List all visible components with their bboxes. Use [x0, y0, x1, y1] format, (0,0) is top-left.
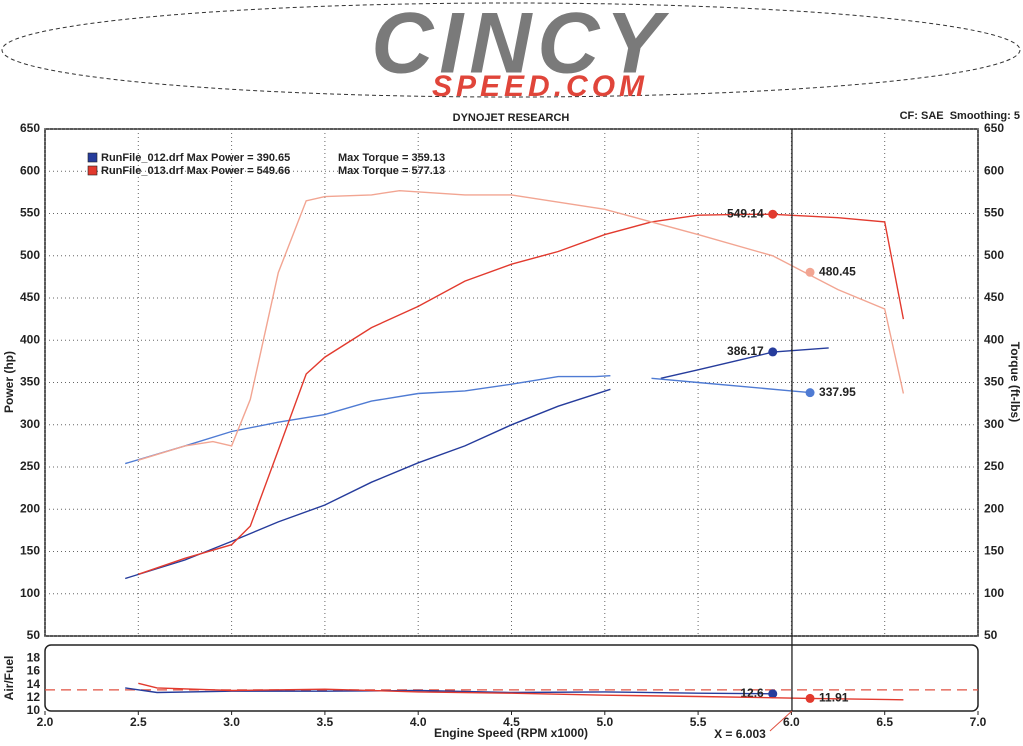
y-tick-label: 450	[20, 290, 40, 304]
series-line	[125, 687, 773, 695]
cursor-marker	[768, 209, 778, 219]
x-tick-label: 5.0	[596, 715, 613, 729]
series-line	[138, 682, 904, 701]
series-line	[138, 189, 905, 461]
y-tick-label: 600	[20, 163, 40, 177]
x-tick-label: 2.0	[37, 715, 54, 729]
y2-tick-label: 200	[984, 501, 1004, 515]
y-tick-label: 12	[27, 690, 41, 704]
legend-entry: Max Torque = 359.13	[338, 152, 445, 164]
y2-tick-label: 600	[984, 163, 1004, 177]
y-tick-label: 100	[20, 586, 40, 600]
y2-tick-label: 50	[984, 628, 998, 642]
y-tick-label: 16	[27, 664, 41, 678]
legend-entry: RunFile_012.drf Max Power = 390.65	[101, 152, 290, 164]
x-tick-label: 3.5	[317, 715, 334, 729]
cursor-value-label: 386.17	[727, 344, 764, 358]
legend-entry: Max Torque = 577.13	[338, 165, 445, 177]
y-tick-label: 350	[20, 375, 40, 389]
y-tick-label: 18	[27, 650, 41, 664]
y2-tick-label: 300	[984, 417, 1004, 431]
cursor-value-label: 480.45	[819, 264, 856, 278]
cursor-value-label: 549.14	[727, 206, 764, 220]
y-tick-label: 250	[20, 459, 40, 473]
x-tick-label: 7.0	[970, 715, 987, 729]
y-tick-label: 500	[20, 248, 40, 262]
cursor-label: X = 6.003	[714, 727, 766, 741]
y2-tick-label: 550	[984, 206, 1004, 220]
y-tick-label: 200	[20, 501, 40, 515]
x-axis-label: Engine Speed (RPM x1000)	[434, 726, 588, 740]
series-line	[138, 213, 905, 575]
y2-tick-label: 150	[984, 544, 1004, 558]
y2-tick-label: 400	[984, 332, 1004, 346]
cursor-value-label: 337.95	[819, 385, 856, 399]
cursor-marker	[805, 388, 815, 398]
y-tick-label: 550	[20, 206, 40, 220]
y2-tick-label: 650	[984, 121, 1004, 135]
x-tick-label: 2.5	[130, 715, 147, 729]
y-tick-label: 10	[27, 703, 41, 717]
y-axis-label: Power (hp)	[2, 351, 16, 413]
y-tick-label: 300	[20, 417, 40, 431]
cursor-value-label: 11.91	[819, 691, 849, 705]
logo-domain: SPEED.COM	[432, 70, 648, 103]
legend-entry: RunFile_013.drf Max Power = 549.66	[101, 165, 290, 177]
x-tick-label: 6.0	[783, 715, 800, 729]
y2-tick-label: 500	[984, 248, 1004, 262]
cursor-marker	[805, 267, 815, 277]
y-tick-label: 150	[20, 544, 40, 558]
y2-tick-label: 250	[984, 459, 1004, 473]
cursor-marker	[768, 347, 778, 357]
x-tick-label: 4.5	[503, 715, 520, 729]
cursor-value-label: 12.6	[740, 686, 764, 700]
logo-ellipse	[1, 2, 1021, 98]
afr-axis-label: Air/Fuel	[2, 656, 16, 701]
y-tick-label: 50	[27, 628, 41, 642]
legend-swatch	[87, 165, 98, 176]
logo-name: CINCY	[371, 0, 669, 92]
legend-swatch	[87, 152, 98, 163]
cursor-marker	[805, 693, 815, 703]
x-tick-label: 4.0	[410, 715, 427, 729]
y2-tick-label: 350	[984, 375, 1004, 389]
y2-axis-label: Torque (ft-lbs)	[1008, 342, 1022, 422]
y-tick-label: 400	[20, 332, 40, 346]
series-line	[125, 375, 811, 465]
x-tick-label: 6.5	[876, 715, 893, 729]
chart-title: DYNOJET RESEARCH	[453, 112, 570, 124]
cursor-marker	[768, 689, 778, 699]
y2-tick-label: 450	[984, 290, 1004, 304]
y-tick-label: 650	[20, 121, 40, 135]
y-tick-label: 14	[27, 677, 41, 691]
x-tick-label: 3.0	[223, 715, 240, 729]
cursor-pointer	[769, 710, 793, 732]
y2-tick-label: 100	[984, 586, 1004, 600]
chart-subtitle: CF: SAE Smoothing: 5	[900, 110, 1020, 122]
x-tick-label: 5.5	[690, 715, 707, 729]
